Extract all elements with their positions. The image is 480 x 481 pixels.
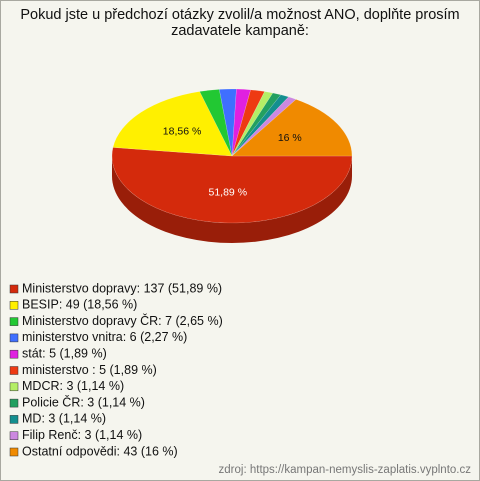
legend-label: Ostatní odpovědi: 43 (16 %) xyxy=(22,444,178,458)
slice xyxy=(112,91,233,157)
legend-label: MD: 3 (1,14 %) xyxy=(22,412,106,426)
legend-swatch xyxy=(9,301,19,310)
legend-swatch xyxy=(9,431,19,440)
legend-swatch xyxy=(9,398,19,408)
legend-label: stát: 5 (1,89 %) xyxy=(22,346,107,360)
legend-swatch xyxy=(9,415,19,424)
source: zdroj: https://kampan-nemyslis-zaplatis.… xyxy=(219,464,472,476)
legend-swatch xyxy=(9,284,19,294)
legend-label: ministerstvo : 5 (1,89 %) xyxy=(22,363,157,377)
slice xyxy=(199,89,233,157)
slice xyxy=(231,91,274,157)
legend-swatch xyxy=(9,447,19,457)
slice xyxy=(231,89,265,157)
legend-label: ministerstvo vnitra: 6 (2,27 %) xyxy=(22,330,187,344)
legend-label: MDCR: 3 (1,14 %) xyxy=(22,379,124,393)
legend-label: BESIP: 49 (18,56 %) xyxy=(22,298,137,312)
slice xyxy=(231,88,251,157)
legend-label: Filip Renč: 3 (1,14 %) xyxy=(22,428,142,442)
legend-label: Policie ČR: 3 (1,14 %) xyxy=(22,394,145,409)
slice-label: 18,56 % xyxy=(163,126,202,138)
legend-swatch xyxy=(9,317,19,326)
legend-swatch xyxy=(9,382,19,392)
slice-label: 51,89 % xyxy=(209,187,248,199)
slice xyxy=(231,99,353,157)
slice-side xyxy=(112,156,352,243)
slice xyxy=(231,92,282,157)
slice-label: 16 % xyxy=(278,132,302,144)
legend-swatch xyxy=(9,333,19,343)
slice xyxy=(219,88,237,157)
legend-swatch xyxy=(9,349,19,359)
legend-label: Ministerstvo dopravy: 137 (51,89 %) xyxy=(22,281,222,295)
chart-title: Pokud jste u předchozí otázky zvolil/a m… xyxy=(20,7,460,39)
slice xyxy=(231,96,297,157)
legend-label: Ministerstvo dopravy ČR: 7 (2,65 %) xyxy=(22,313,223,328)
legend-swatch xyxy=(9,366,19,375)
slice xyxy=(231,94,290,157)
slice xyxy=(111,147,353,224)
